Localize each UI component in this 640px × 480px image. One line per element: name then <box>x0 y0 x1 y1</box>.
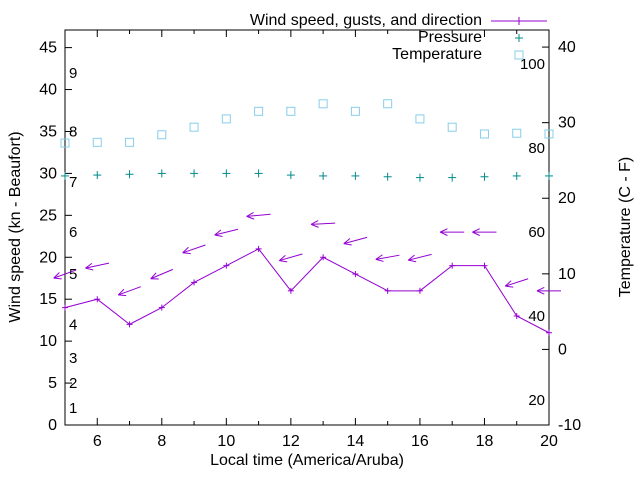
svg-text:0: 0 <box>48 417 57 434</box>
svg-text:40: 40 <box>39 82 57 99</box>
svg-text:10: 10 <box>217 433 235 450</box>
legend-item-wind: Wind speed, gusts, and direction <box>250 12 547 29</box>
svg-text:60: 60 <box>528 224 545 241</box>
svg-text:-10: -10 <box>558 417 581 434</box>
x-axis-label-local-time: Local time (America/Aruba) <box>210 452 404 469</box>
svg-text:20: 20 <box>558 190 576 207</box>
svg-text:12: 12 <box>282 433 300 450</box>
y-axis-label-wind-speed: Wind speed (kn - Beaufort) <box>7 131 24 323</box>
svg-text:1: 1 <box>69 400 77 417</box>
svg-text:30: 30 <box>39 165 57 182</box>
svg-text:40: 40 <box>558 39 576 56</box>
svg-text:8: 8 <box>157 433 166 450</box>
svg-text:16: 16 <box>411 433 429 450</box>
svg-text:35: 35 <box>39 123 57 140</box>
svg-text:6: 6 <box>93 433 102 450</box>
legend-item-temperature: Temperature <box>250 46 547 63</box>
legend-sample-pressure-marker-icon <box>515 33 523 42</box>
chart-legend: Wind speed, gusts, and direction Pressur… <box>250 12 547 63</box>
svg-text:14: 14 <box>347 433 365 450</box>
svg-text:18: 18 <box>476 433 494 450</box>
y-axis-label-temperature: Temperature (C - F) <box>617 156 634 298</box>
svg-text:80: 80 <box>528 140 545 157</box>
svg-text:10: 10 <box>39 333 57 350</box>
svg-text:9: 9 <box>69 65 77 82</box>
svg-text:7: 7 <box>69 174 77 191</box>
svg-text:0: 0 <box>558 341 567 358</box>
svg-text:2: 2 <box>69 375 77 392</box>
legend-item-pressure: Pressure <box>250 29 547 46</box>
svg-text:100: 100 <box>520 56 545 73</box>
svg-text:40: 40 <box>528 308 545 325</box>
svg-text:6: 6 <box>69 224 77 241</box>
svg-text:20: 20 <box>39 249 57 266</box>
svg-text:3: 3 <box>69 350 77 367</box>
svg-text:20: 20 <box>528 392 545 409</box>
legend-label-temperature: Temperature <box>392 45 482 63</box>
svg-text:8: 8 <box>69 123 77 140</box>
legend-label-pressure: Pressure <box>417 28 482 46</box>
svg-text:45: 45 <box>39 40 57 57</box>
svg-text:25: 25 <box>39 207 57 224</box>
svg-text:30: 30 <box>558 115 576 132</box>
svg-text:5: 5 <box>69 266 77 283</box>
svg-text:4: 4 <box>69 316 77 333</box>
svg-text:10: 10 <box>558 266 576 283</box>
legend-label-wind: Wind speed, gusts, and direction <box>249 11 482 29</box>
legend-sample-temperature-marker-icon <box>514 50 524 59</box>
svg-text:15: 15 <box>39 291 57 308</box>
legend-sample-wind-line-icon <box>491 16 547 25</box>
svg-text:20: 20 <box>540 433 558 450</box>
svg-text:5: 5 <box>48 375 57 392</box>
